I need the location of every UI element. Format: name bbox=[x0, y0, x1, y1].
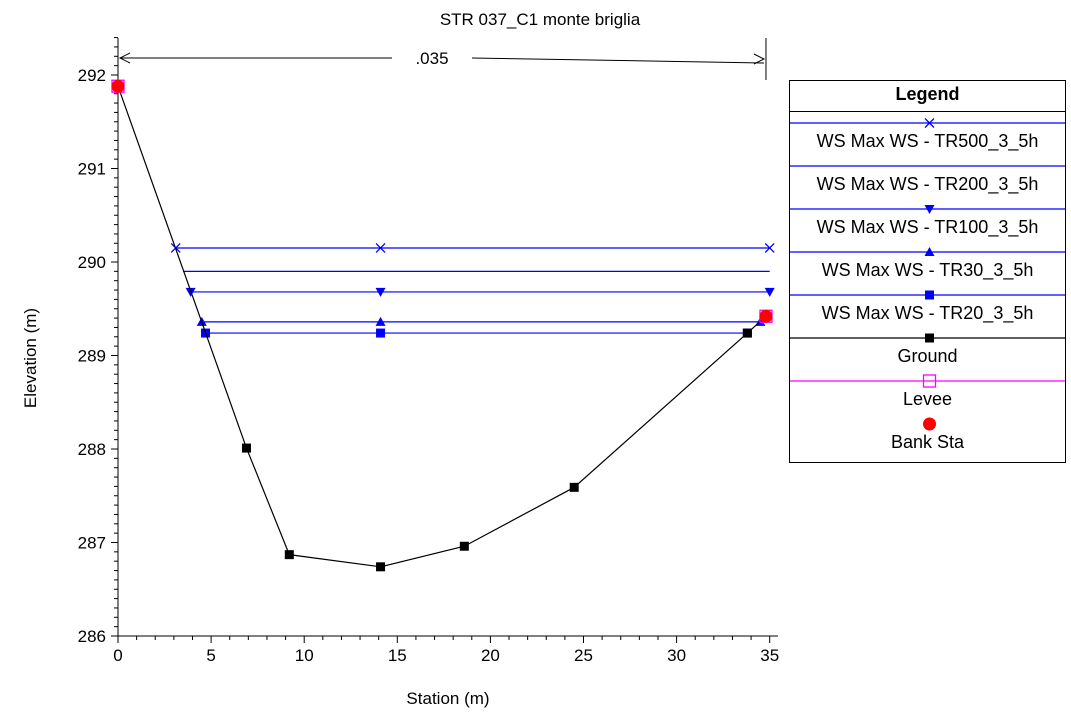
legend-item: Bank Sta bbox=[790, 414, 1065, 458]
legend-item: WS Max WS - TR500_3_5h bbox=[790, 113, 1065, 157]
chart-title: STR 037_C1 monte briglia bbox=[440, 10, 641, 29]
roughness-arrow-right bbox=[753, 53, 766, 65]
x-tick-label: 5 bbox=[206, 646, 215, 665]
data-point bbox=[569, 482, 579, 492]
roughness-line-right bbox=[471, 57, 764, 64]
legend-swatch bbox=[790, 333, 1065, 343]
series-layer bbox=[111, 79, 775, 572]
y-tick-label: 289 bbox=[78, 347, 106, 366]
legend-marker bbox=[925, 333, 934, 343]
axes: 0 5 10 15 20 25 30 35 286 287 288 289 290 291 292 bbox=[78, 37, 779, 665]
data-point bbox=[764, 287, 775, 297]
data-point bbox=[241, 443, 251, 453]
x-tick-label: 30 bbox=[667, 646, 686, 665]
legend-item: WS Max WS - TR20_3_5h bbox=[790, 285, 1065, 329]
legend-marker bbox=[922, 374, 937, 388]
legend: Legend WS Max WS - TR500_3_5h WS Max WS -… bbox=[789, 80, 1066, 463]
y-tick-label: 287 bbox=[78, 534, 106, 553]
x-tick-label: 20 bbox=[481, 646, 500, 665]
legend-swatch bbox=[923, 417, 936, 431]
series-2 bbox=[185, 287, 775, 297]
series-0 bbox=[170, 243, 775, 253]
data-point bbox=[759, 309, 773, 323]
legend-swatch bbox=[790, 374, 1065, 388]
legend-marker bbox=[924, 205, 935, 214]
x-tick-label: 35 bbox=[760, 646, 779, 665]
legend-marker bbox=[924, 118, 935, 128]
roughness-label: .035 bbox=[415, 49, 448, 68]
legend-item: Levee bbox=[790, 371, 1065, 415]
legend-marker bbox=[925, 290, 934, 300]
legend-swatch bbox=[790, 247, 1065, 256]
legend-divider bbox=[790, 111, 1065, 112]
legend-item: Ground bbox=[790, 328, 1065, 372]
legend-swatch bbox=[790, 205, 1065, 214]
y-tick-label: 290 bbox=[78, 253, 106, 272]
series-6 bbox=[111, 79, 773, 323]
legend-marker bbox=[923, 417, 936, 431]
legend-title: Legend bbox=[895, 84, 960, 104]
data-point bbox=[375, 287, 386, 297]
data-point bbox=[111, 79, 125, 93]
y-tick-label: 286 bbox=[78, 627, 106, 646]
legend-item: WS Max WS - TR30_3_5h bbox=[790, 242, 1065, 286]
series-3 bbox=[196, 316, 766, 326]
x-tick-label: 10 bbox=[295, 646, 314, 665]
data-point bbox=[376, 562, 386, 572]
legend-label: Ground bbox=[897, 346, 958, 366]
x-axis-label: Station (m) bbox=[406, 689, 489, 708]
legend-swatch bbox=[790, 165, 1065, 167]
data-point bbox=[284, 550, 294, 560]
series-4 bbox=[201, 328, 752, 338]
legend-label: Bank Sta bbox=[890, 432, 965, 452]
legend-swatch bbox=[790, 118, 1065, 128]
series-5 bbox=[113, 81, 771, 572]
x-tick-label: 0 bbox=[113, 646, 122, 665]
legend-marker bbox=[924, 247, 935, 256]
y-tick-label: 291 bbox=[78, 160, 106, 179]
y-tick-label: 288 bbox=[78, 440, 106, 459]
roughness-annotation: .035 bbox=[117, 38, 767, 80]
legend-label: WS Max WS - TR30_3_5h bbox=[821, 260, 1034, 280]
x-tick-label: 15 bbox=[388, 646, 407, 665]
data-point bbox=[376, 328, 386, 338]
legend-label: WS Max WS - TR20_3_5h bbox=[821, 303, 1034, 323]
series-line bbox=[117, 86, 767, 568]
roughness-arrow-left bbox=[118, 52, 131, 64]
legend-label: WS Max WS - TR500_3_5h bbox=[816, 131, 1039, 151]
data-point bbox=[459, 541, 469, 551]
data-point bbox=[375, 243, 386, 253]
x-tick-label: 25 bbox=[574, 646, 593, 665]
data-point bbox=[742, 328, 752, 338]
legend-item: WS Max WS - TR100_3_5h bbox=[790, 199, 1065, 243]
legend-item: WS Max WS - TR200_3_5h bbox=[790, 156, 1065, 200]
legend-label: WS Max WS - TR100_3_5h bbox=[816, 217, 1039, 237]
y-axis-label: Elevation (m) bbox=[21, 308, 40, 408]
legend-label: Levee bbox=[902, 389, 953, 409]
legend-swatch bbox=[790, 290, 1065, 300]
y-tick-label: 292 bbox=[78, 66, 106, 85]
series-7 bbox=[111, 79, 773, 323]
legend-label: WS Max WS - TR200_3_5h bbox=[816, 174, 1039, 194]
data-point bbox=[375, 316, 386, 326]
data-point bbox=[764, 243, 775, 253]
